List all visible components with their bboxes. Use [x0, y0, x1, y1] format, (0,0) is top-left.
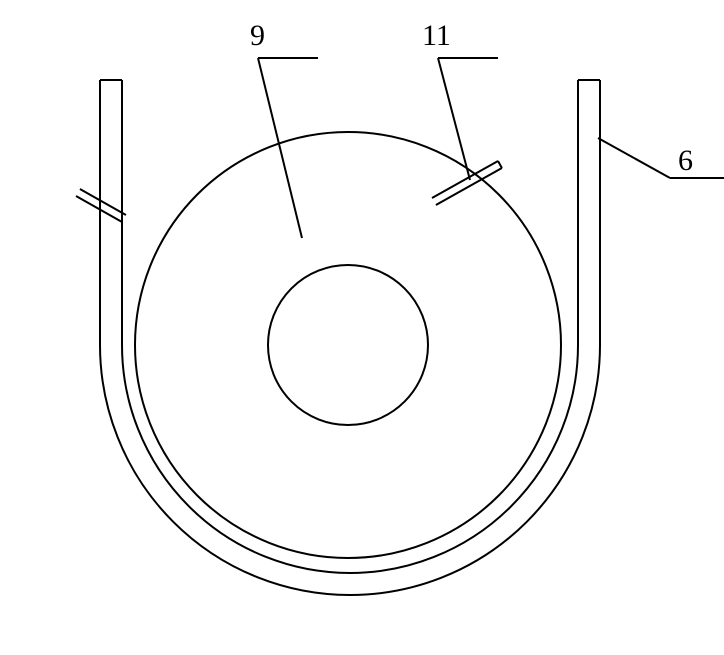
callout-leader [598, 138, 670, 178]
callout-leader [438, 58, 470, 180]
outer-shell [100, 80, 600, 595]
callout-group: 9 11 6 [250, 19, 724, 238]
right-tab-cap [498, 161, 502, 168]
callout-label: 11 [422, 19, 451, 52]
callout-label: 6 [678, 144, 693, 177]
roller-outer-circle [135, 132, 561, 558]
shell-inner-wall [122, 80, 578, 573]
roller [135, 132, 561, 558]
shell-outer-wall [100, 80, 600, 595]
callout-label: 9 [250, 19, 265, 52]
roller-inner-circle [268, 265, 428, 425]
